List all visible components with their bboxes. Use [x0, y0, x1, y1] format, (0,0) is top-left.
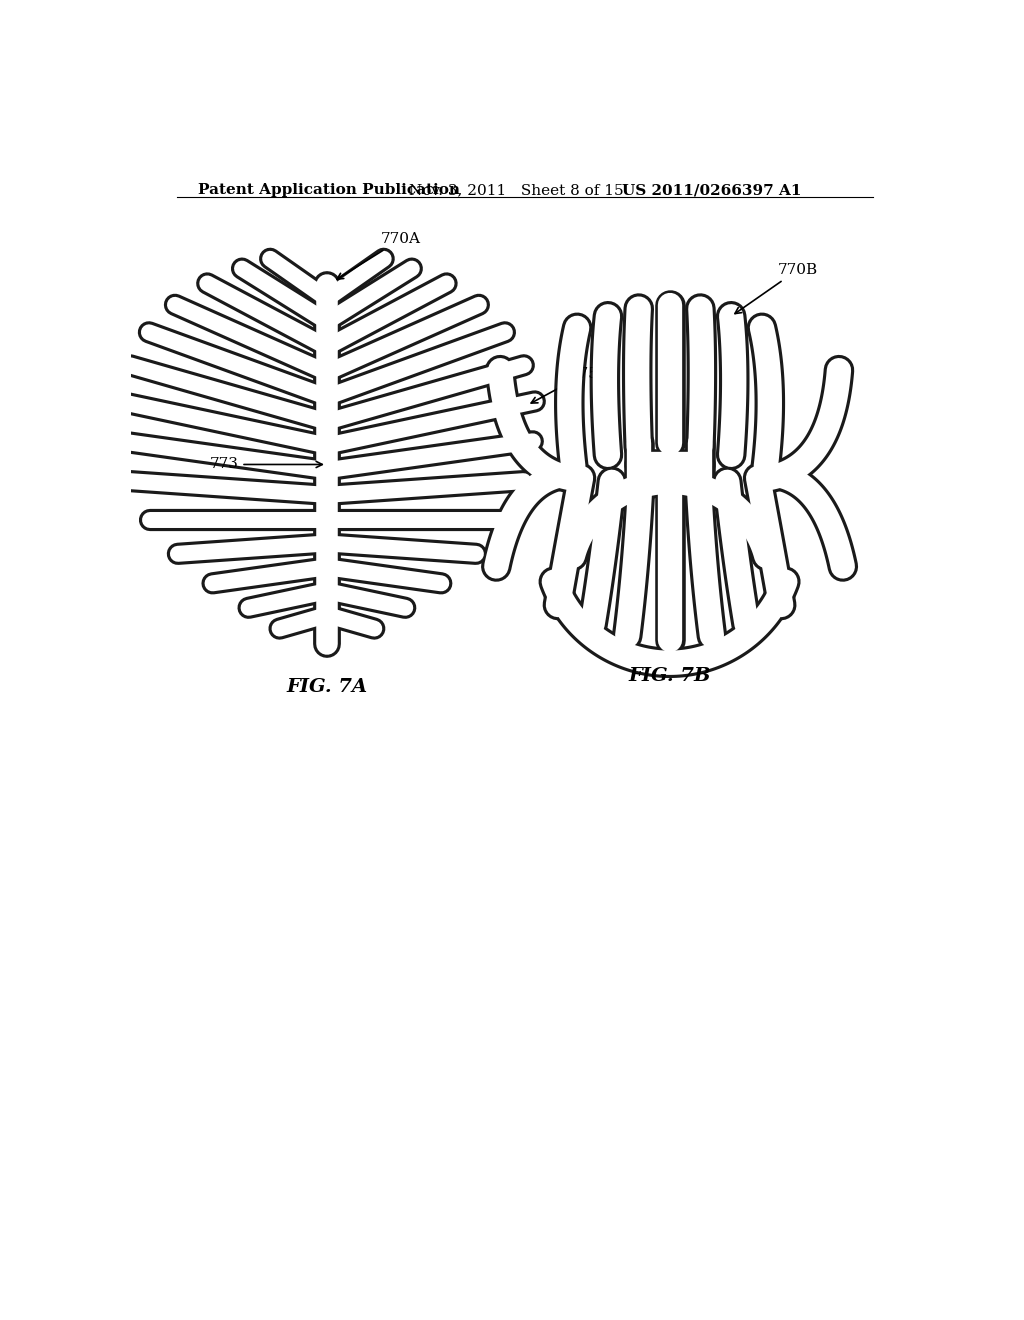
Text: 773: 773: [210, 458, 323, 471]
Text: Nov. 3, 2011   Sheet 8 of 15: Nov. 3, 2011 Sheet 8 of 15: [410, 183, 624, 197]
Text: FIG. 7B: FIG. 7B: [629, 667, 711, 685]
Text: US 2011/0266397 A1: US 2011/0266397 A1: [622, 183, 802, 197]
Text: FIG. 7A: FIG. 7A: [287, 678, 368, 696]
Text: 770B: 770B: [735, 263, 817, 314]
Text: 770A: 770A: [337, 232, 421, 279]
Text: 775: 775: [531, 367, 598, 403]
Text: Patent Application Publication: Patent Application Publication: [199, 183, 461, 197]
